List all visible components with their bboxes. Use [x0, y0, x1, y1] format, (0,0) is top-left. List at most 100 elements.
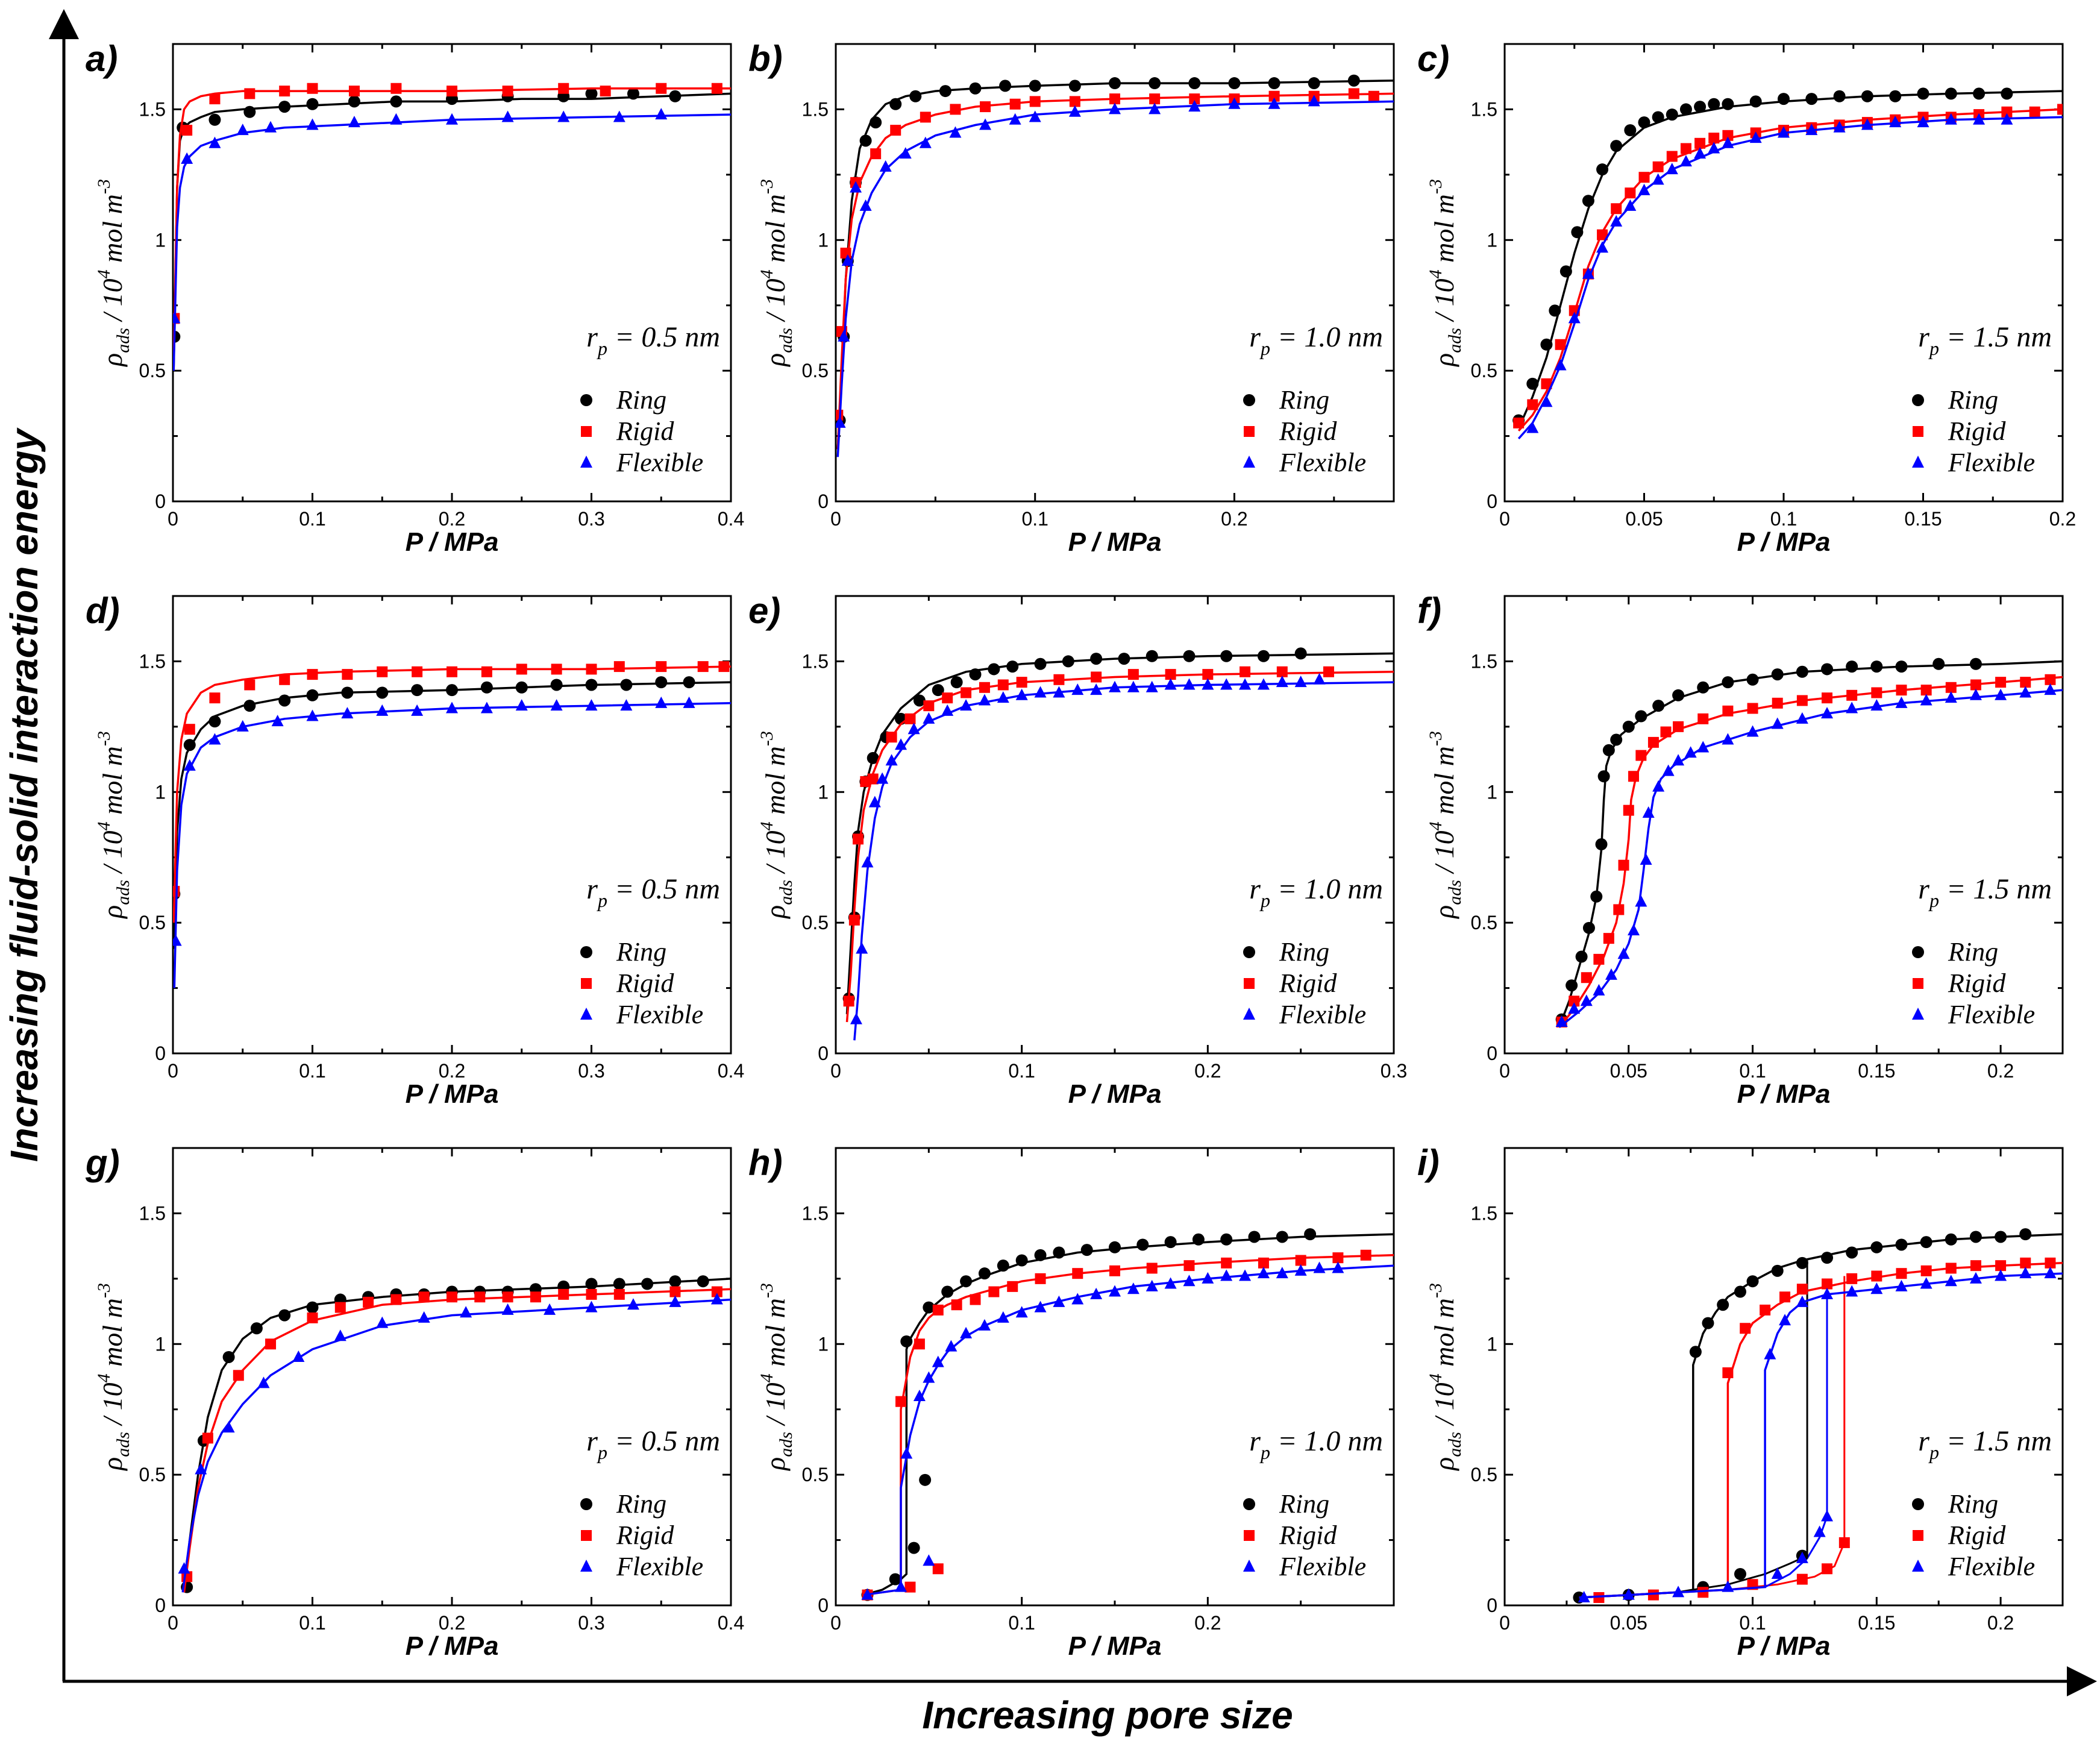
data-point-ring	[1192, 1233, 1205, 1246]
data-point-rigid	[181, 125, 193, 136]
panel-label: h)	[748, 1143, 783, 1183]
x-axis-label: P / MPa	[406, 527, 499, 557]
data-point-ring	[1635, 710, 1647, 723]
data-point-flexible	[1593, 983, 1605, 996]
data-point-flexible	[841, 254, 854, 266]
data-point-rigid	[1555, 339, 1566, 350]
y-tick-label: 1	[155, 781, 166, 803]
fit-curve-rigid	[1517, 108, 2063, 432]
legend-marker-flexible	[1243, 1008, 1255, 1020]
data-point-rigid	[1332, 1252, 1344, 1264]
data-point-flexible	[376, 1316, 389, 1328]
data-point-flexible	[868, 795, 881, 808]
data-point-flexible	[2019, 1267, 2032, 1279]
pore-size-label: rp = 0.5 nm	[586, 873, 720, 911]
data-point-ring	[1917, 87, 1929, 100]
data-point-flexible	[1624, 199, 1637, 211]
y-tick-label: 0.5	[1471, 1464, 1497, 1485]
data-point-ring	[1697, 681, 1710, 694]
data-point-flexible	[1694, 147, 1707, 159]
data-point-flexible	[1995, 688, 2007, 700]
fit-curve-flexible	[853, 681, 1394, 1041]
y-tick-label: 1	[818, 781, 829, 803]
data-point-flexible	[1617, 947, 1630, 959]
data-point-flexible	[1662, 764, 1675, 776]
data-point-ring	[1722, 98, 1734, 110]
data-point-flexible	[655, 108, 668, 120]
y-tick-label: 1.5	[139, 1202, 166, 1224]
data-point-flexible	[341, 707, 354, 719]
data-point-ring	[1590, 890, 1603, 903]
data-point-ring	[1228, 77, 1241, 90]
data-point-ring	[641, 1278, 654, 1290]
data-point-ring	[1945, 1233, 1957, 1246]
data-point-ring	[1771, 1264, 1784, 1277]
data-point-ring	[1109, 1241, 1121, 1253]
data-point-flexible	[949, 126, 962, 138]
x-tick-label: 0.2	[1987, 1060, 2014, 1082]
x-tick-label: 0.4	[718, 1060, 744, 1082]
data-point-flexible	[1846, 701, 1858, 714]
data-point-rigid	[1202, 669, 1214, 680]
legend-label-ring: Ring	[1279, 385, 1329, 415]
data-point-rigid	[390, 83, 402, 94]
data-point-rigid	[1268, 90, 1280, 102]
data-point-flexible	[895, 738, 907, 750]
plot-frame	[835, 43, 1395, 503]
y-tick-label: 1	[1487, 229, 1497, 251]
data-point-rigid	[1697, 1587, 1709, 1598]
data-point-ring	[1146, 650, 1158, 662]
data-point-rigid	[1920, 1265, 1932, 1276]
y-tick-label: 1	[818, 1333, 829, 1355]
data-point-flexible	[655, 696, 668, 708]
data-point-rigid	[1970, 1260, 1981, 1272]
data-point-ring	[1833, 90, 1846, 102]
data-point-flexible	[1746, 725, 1759, 737]
data-point-flexible	[919, 136, 932, 148]
data-point-flexible	[1969, 1272, 1982, 1284]
panel-e: 0 0.1 0.2 0.3 0 0.5 1 1.5 e) P / MPa ρads / 104 mo…	[748, 591, 1407, 1109]
data-point-ring	[1778, 93, 1790, 105]
y-tick-label: 1	[818, 229, 829, 251]
data-point-rigid	[1581, 972, 1592, 983]
data-point-rigid	[1747, 703, 1758, 714]
data-point-ring	[1973, 87, 1986, 100]
panel-label: a)	[86, 39, 118, 79]
y-tick-label: 1.5	[802, 1202, 829, 1224]
data-point-flexible	[1917, 116, 1929, 128]
legend-marker-flexible	[1243, 1560, 1255, 1572]
data-point-rigid	[890, 125, 901, 136]
legend-label-ring: Ring	[1948, 937, 1998, 967]
data-point-rigid	[1680, 143, 1691, 154]
y-tick-label: 0.5	[802, 912, 829, 933]
legend-marker-flexible	[1912, 1008, 1924, 1020]
x-tick-label: 0.1	[1021, 508, 1048, 530]
data-point-rigid	[718, 661, 730, 673]
y-tick-label: 0.5	[139, 912, 166, 933]
data-point-ring	[997, 1259, 1009, 1272]
data-point-flexible	[710, 1293, 723, 1305]
data-point-flexible	[1578, 1590, 1590, 1602]
data-point-ring	[909, 90, 922, 102]
data-point-rigid	[173, 886, 180, 897]
data-point-flexible	[1257, 678, 1270, 690]
data-point-flexible	[173, 934, 182, 946]
data-point-rigid	[1871, 1270, 1882, 1282]
data-point-flexible	[1294, 1264, 1307, 1276]
data-point-rigid	[1053, 674, 1065, 685]
data-point-rigid	[836, 409, 844, 421]
y-axis-label: ρads / 104 mol m-3	[94, 179, 133, 368]
y-tick-label: 0	[155, 491, 166, 512]
data-point-rigid	[1368, 90, 1379, 102]
data-point-ring	[939, 85, 951, 98]
data-point-ring	[1149, 77, 1161, 90]
data-point-rigid	[914, 1338, 925, 1350]
data-point-ring	[1034, 657, 1047, 670]
pore-size-label: rp = 1.0 nm	[1249, 873, 1383, 911]
data-point-rigid	[447, 86, 457, 97]
panel-label: g)	[85, 1143, 120, 1183]
data-point-rigid	[1149, 93, 1161, 105]
data-point-flexible	[945, 1340, 958, 1352]
data-point-flexible	[195, 1463, 207, 1475]
data-point-flexible	[1764, 1347, 1776, 1360]
